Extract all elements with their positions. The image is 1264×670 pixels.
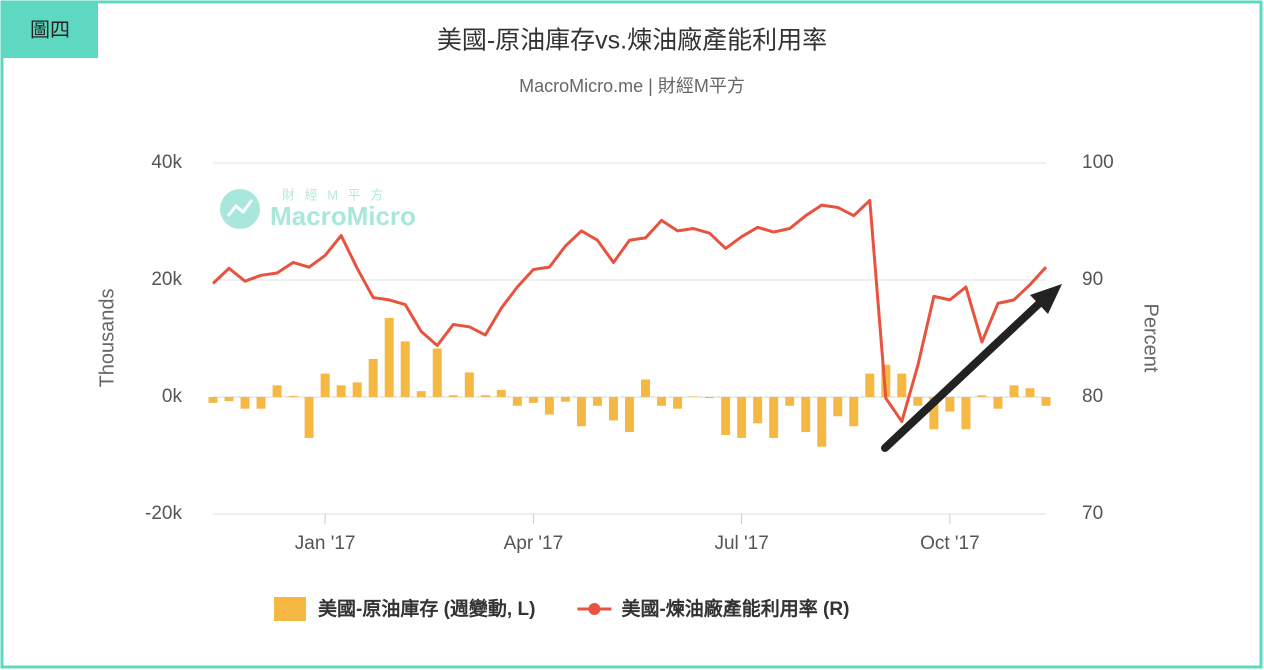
bar [320,373,330,397]
bar [368,358,378,397]
chart-subtitle: MacroMicro.me | 財經M平方 [519,76,745,96]
bar [496,389,506,397]
bar [208,397,218,403]
bar [929,397,939,430]
y2-axis-label: Percent [1140,304,1162,373]
bar [769,397,779,438]
bar [448,395,458,397]
plot-area: -20k 0k 20k 40k 70 80 90 100 Jan '17 Apr '17 Jul '… [145,152,1114,554]
watermark: MacroMicro [270,201,416,231]
bar [480,395,490,397]
bar [625,397,634,433]
y-tick-label: -20k [145,503,182,524]
bar [753,397,763,424]
y2-tick-label: 100 [1082,152,1114,173]
watermark-icon [226,199,254,217]
bar [560,397,570,402]
bar [993,397,1003,409]
y-axis-label: Thousands [96,289,118,388]
bar [833,397,843,417]
annotation-arrow [881,284,1062,452]
bar [1041,397,1051,406]
badge: 圖四 [30,19,70,41]
bar [673,397,683,409]
bar [865,373,875,397]
bar [657,397,667,406]
bar [352,382,362,397]
bar [288,395,298,397]
bar [897,373,907,397]
bar [256,397,266,409]
bar [528,397,538,403]
bar [705,397,715,399]
y-tick-label: 0k [162,386,183,407]
bar [737,397,747,438]
bar [272,385,282,397]
bar [689,396,699,397]
watermark: 財 經 M 平 方 [282,187,386,202]
bar [817,397,827,447]
x-tick-label: Jul '17 [714,533,768,554]
legend: 美國-原油庫存 (週變動, L) 美國-煉油廠產能利用率 (R) [274,597,849,621]
x-tick-label: Jan '17 [295,533,356,554]
chart-title: 美國-原油庫存vs.煉油廠產能利用率 [437,27,827,55]
y2-tick-label: 70 [1082,503,1103,524]
bar [400,341,410,397]
line [211,198,1048,424]
bar [913,397,923,406]
bar [721,397,731,436]
bar [849,397,859,427]
y-tick-label: 40k [151,152,182,173]
bar [224,397,234,402]
bar [961,397,971,430]
bar [1009,385,1019,397]
bar [977,395,987,397]
bar [608,397,618,421]
legend-marker [588,603,601,615]
bar [464,372,474,397]
bar [416,391,426,397]
legend-label: 美國-原油庫存 (週變動, L) [318,597,535,620]
legend-swatch [274,597,306,621]
legend-label: 美國-煉油廠產能利用率 (R) [621,597,849,620]
bar [240,397,250,409]
bar [641,379,651,397]
bar [1025,388,1035,397]
bar [544,397,554,415]
bar [592,397,602,406]
bar [801,397,811,433]
y2-tick-label: 90 [1082,269,1103,290]
bar [512,397,522,406]
badge-bg [2,2,98,58]
bar [304,397,314,438]
bar [785,397,795,406]
y-tick-label: 20k [151,269,182,290]
bar [945,397,955,412]
y2-tick-label: 80 [1082,386,1103,407]
bar [384,318,394,397]
x-tick-label: Apr '17 [504,533,564,554]
bar [432,348,442,397]
bar [576,397,586,427]
bar [336,385,346,397]
x-tick-label: Oct '17 [920,533,980,554]
